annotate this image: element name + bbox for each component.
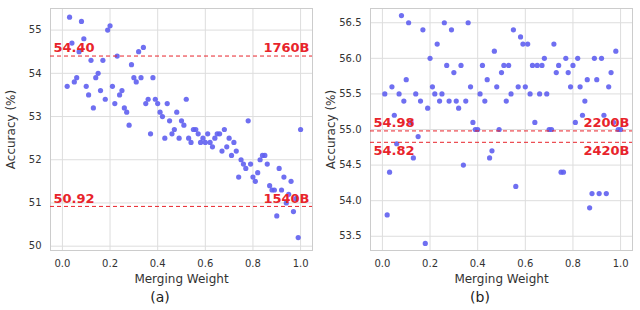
svg-text:54.0: 54.0 xyxy=(339,195,361,206)
svg-text:50.92: 50.92 xyxy=(54,191,95,206)
svg-text:54: 54 xyxy=(29,68,42,79)
svg-text:2420B: 2420B xyxy=(583,143,629,158)
svg-text:55: 55 xyxy=(29,24,42,35)
html-text:(a): (a) xyxy=(150,289,170,305)
svg-text:2200B: 2200B xyxy=(583,115,629,130)
svg-text:53.5: 53.5 xyxy=(339,230,361,241)
svg-text:0.0: 0.0 xyxy=(374,258,390,269)
svg-text:56.5: 56.5 xyxy=(339,17,361,28)
svg-text:0.0: 0.0 xyxy=(54,258,70,269)
svg-text:56.0: 56.0 xyxy=(339,53,361,64)
svg-text:Merging Weight: Merging Weight xyxy=(454,272,549,286)
html-text:(b): (b) xyxy=(470,289,490,305)
svg-text:0.2: 0.2 xyxy=(422,258,438,269)
svg-text:1.0: 1.0 xyxy=(293,258,309,269)
svg-text:51: 51 xyxy=(29,197,42,208)
svg-text:1540B: 1540B xyxy=(263,191,309,206)
svg-text:0.8: 0.8 xyxy=(565,258,581,269)
svg-text:0.6: 0.6 xyxy=(197,258,213,269)
svg-text:54.40: 54.40 xyxy=(54,40,95,55)
svg-text:54.5: 54.5 xyxy=(339,159,361,170)
svg-text:55.5: 55.5 xyxy=(339,88,361,99)
svg-text:0.6: 0.6 xyxy=(517,258,533,269)
svg-text:53: 53 xyxy=(29,111,42,122)
svg-text:0.8: 0.8 xyxy=(245,258,261,269)
svg-text:54.98: 54.98 xyxy=(374,115,415,130)
svg-text:1760B: 1760B xyxy=(263,40,309,55)
svg-text:0.4: 0.4 xyxy=(150,258,166,269)
svg-text:50: 50 xyxy=(29,240,42,251)
svg-text:0.4: 0.4 xyxy=(470,258,486,269)
svg-text:52: 52 xyxy=(29,154,42,165)
svg-text:0.2: 0.2 xyxy=(102,258,118,269)
svg-text:Accuracy (%): Accuracy (%) xyxy=(324,90,338,169)
svg-text:1.0: 1.0 xyxy=(613,258,629,269)
svg-text:Accuracy (%): Accuracy (%) xyxy=(4,90,18,169)
svg-text:54.82: 54.82 xyxy=(374,143,415,158)
svg-text:Merging Weight: Merging Weight xyxy=(134,272,229,286)
svg-text:55.0: 55.0 xyxy=(339,124,361,135)
